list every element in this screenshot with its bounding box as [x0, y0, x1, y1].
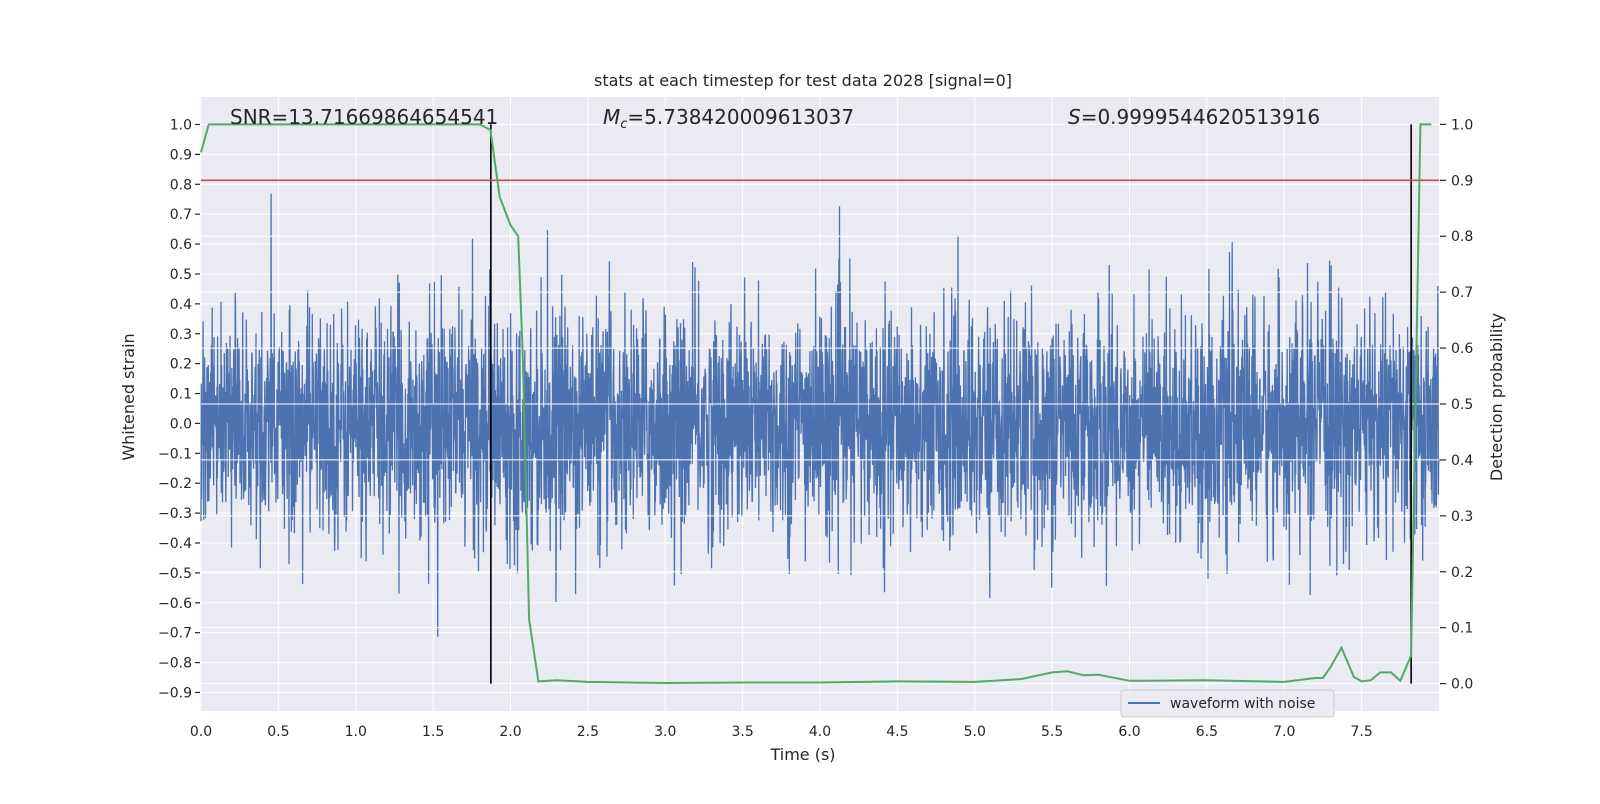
mc-annotation: Mc=5.738420009613037: [603, 105, 854, 132]
x-tick-label: 7.0: [1273, 724, 1295, 740]
y-tick-label: 1.0: [170, 118, 192, 134]
y-right-tick-label: 0.9: [1451, 173, 1473, 189]
y-tick-label: 0.7: [170, 207, 192, 223]
x-tick-label: 7.5: [1350, 724, 1372, 740]
y-right-tick-label: 0.0: [1451, 677, 1473, 693]
snr-annotation: SNR=13.71669864654541: [230, 105, 498, 129]
waveform-line: [200, 193, 1440, 637]
x-tick-label: 4.0: [809, 724, 831, 740]
x-tick-label: 2.0: [499, 724, 521, 740]
y-tick-label: 0.4: [170, 297, 192, 313]
y-tick-label: −0.7: [158, 626, 192, 642]
x-tick-label: 1.5: [422, 724, 444, 740]
y-tick-label: −0.4: [158, 536, 192, 552]
y-right-tick-label: 0.8: [1451, 229, 1473, 245]
y-right-tick-label: 0.6: [1451, 341, 1473, 357]
y-tick-label: 0.9: [170, 147, 192, 163]
x-axis-label: Time (s): [769, 745, 835, 764]
y-tick-label: 0.2: [170, 357, 192, 373]
y-tick-label: −0.9: [158, 685, 192, 701]
legend-label: waveform with noise: [1170, 696, 1315, 712]
y-right-axis-label: Detection probability: [1487, 313, 1506, 481]
x-tick-label: 5.5: [1041, 724, 1063, 740]
s-annotation: S=0.9999544620513916: [1068, 105, 1320, 129]
y-right-tick-label: 0.5: [1451, 397, 1473, 413]
y-right-tick-label: 0.2: [1451, 565, 1473, 581]
y-tick-label: 0.1: [170, 387, 192, 403]
y-right-tick-label: 0.3: [1451, 509, 1473, 525]
x-tick-label: 3.5: [731, 724, 753, 740]
x-tick-label: 6.5: [1196, 724, 1218, 740]
y-tick-label: 0.6: [170, 237, 192, 253]
y-right-tick-label: 0.7: [1451, 285, 1473, 301]
x-tick-label: 1.0: [345, 724, 367, 740]
detection-probability-line: [200, 123, 1432, 685]
y-axis-label: Whitened strain: [119, 333, 138, 460]
y-tick-label: −0.6: [158, 596, 192, 612]
x-tick-label: 3.0: [654, 724, 676, 740]
y-right-tick-label: 0.1: [1451, 621, 1473, 637]
y-tick-label: −0.8: [158, 656, 192, 672]
ticks: 0.0 0.5 1.0 1.5 2.0 2.5 3.0 3.5 4.0 4.5 5.0 5.5 6.0 6…: [158, 117, 1473, 740]
x-tick-label: 0.5: [267, 724, 289, 740]
x-tick-label: 5.0: [964, 724, 986, 740]
y-right-tick-label: 0.4: [1451, 453, 1473, 469]
x-tick-label: 0.0: [190, 724, 212, 740]
y-tick-label: 0.3: [170, 327, 192, 343]
x-tick-label: 4.5: [886, 724, 908, 740]
y-tick-label: 0.5: [170, 267, 192, 283]
waveform-series: [200, 193, 1440, 637]
y-tick-label: 0.0: [170, 416, 192, 432]
chart-title: stats at each timestep for test data 202…: [594, 71, 1012, 90]
legend: waveform with noise: [1120, 689, 1335, 718]
overlay-lines: [200, 123, 1439, 685]
y-tick-label: −0.2: [158, 476, 192, 492]
y-tick-label: 0.8: [170, 177, 192, 193]
y-tick-label: −0.1: [158, 446, 192, 462]
x-tick-label: 6.0: [1118, 724, 1140, 740]
y-tick-label: −0.5: [158, 566, 192, 582]
x-tick-label: 2.5: [577, 724, 599, 740]
y-tick-label: −0.3: [158, 506, 192, 522]
y-right-tick-label: 1.0: [1451, 117, 1473, 133]
